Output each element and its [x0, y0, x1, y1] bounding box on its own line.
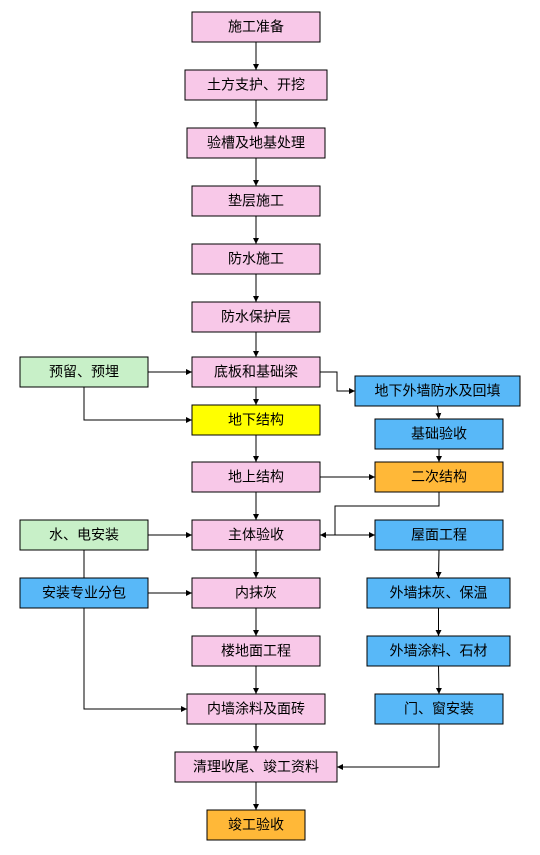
flow-node-label: 防水保护层 [221, 309, 291, 325]
flow-node-label: 内抹灰 [235, 585, 277, 601]
flow-node-n4: 垫层施工 [192, 186, 320, 216]
flow-node-label: 施工准备 [228, 19, 284, 35]
flow-node-l3: 安装专业分包 [20, 578, 148, 608]
flow-node-r3: 二次结构 [375, 462, 503, 492]
flow-node-label: 门、窗安装 [404, 701, 474, 717]
flow-node-label: 二次结构 [411, 469, 467, 485]
flow-node-label: 竣工验收 [228, 817, 284, 833]
flow-node-label: 安装专业分包 [42, 585, 126, 601]
flow-node-label: 主体验收 [228, 527, 284, 543]
flow-node-n5: 防水施工 [192, 244, 320, 274]
flow-node-l2: 水、电安装 [20, 520, 148, 550]
flow-node-n1: 施工准备 [192, 12, 320, 42]
flow-node-label: 清理收尾、竣工资料 [193, 759, 319, 775]
flow-node-label: 内墙涂料及面砖 [207, 701, 305, 717]
flow-node-label: 垫层施工 [228, 193, 284, 209]
flow-node-r1: 地下外墙防水及回填 [355, 376, 520, 406]
flow-node-label: 土方支护、开挖 [207, 77, 305, 93]
flow-node-label: 地下结构 [228, 412, 284, 428]
flow-node-label: 屋面工程 [411, 527, 467, 543]
flow-node-label: 预留、预埋 [49, 364, 119, 380]
flow-node-label: 防水施工 [228, 251, 284, 267]
flow-node-n13: 内墙涂料及面砖 [187, 694, 325, 724]
flowchart-canvas: 施工准备土方支护、开挖验槽及地基处理垫层施工防水施工防水保护层底板和基础梁地下结… [0, 0, 540, 855]
flow-node-label: 外墙抹灰、保温 [390, 585, 488, 601]
flow-node-n11: 内抹灰 [192, 578, 320, 608]
flow-node-r5: 外墙抹灰、保温 [367, 578, 510, 608]
flow-node-r2: 基础验收 [375, 419, 503, 449]
flow-node-label: 地下外墙防水及回填 [375, 383, 501, 399]
flow-node-n8: 地下结构 [192, 405, 320, 435]
flow-node-n10: 主体验收 [192, 520, 320, 550]
flow-node-label: 水、电安装 [49, 527, 119, 543]
flow-node-n3: 验槽及地基处理 [187, 128, 325, 158]
flow-node-n9: 地上结构 [192, 462, 320, 492]
flow-node-label: 楼地面工程 [221, 643, 291, 659]
flow-node-n6: 防水保护层 [192, 302, 320, 332]
flow-node-n15: 竣工验收 [207, 810, 305, 840]
flow-node-n12: 楼地面工程 [192, 636, 320, 666]
flow-node-label: 基础验收 [411, 426, 467, 442]
flow-node-l1: 预留、预埋 [20, 357, 148, 387]
flow-node-n7: 底板和基础梁 [192, 357, 320, 387]
flow-node-label: 验槽及地基处理 [207, 135, 305, 151]
flow-node-n2: 土方支护、开挖 [185, 70, 327, 100]
flow-node-r7: 门、窗安装 [375, 694, 503, 724]
flow-node-label: 外墙涂料、石材 [390, 643, 488, 659]
flow-node-r4: 屋面工程 [375, 520, 503, 550]
flow-node-label: 底板和基础梁 [214, 364, 298, 380]
flow-node-n14: 清理收尾、竣工资料 [175, 752, 337, 782]
flow-node-r6: 外墙涂料、石材 [367, 636, 510, 666]
flow-node-label: 地上结构 [228, 469, 284, 485]
